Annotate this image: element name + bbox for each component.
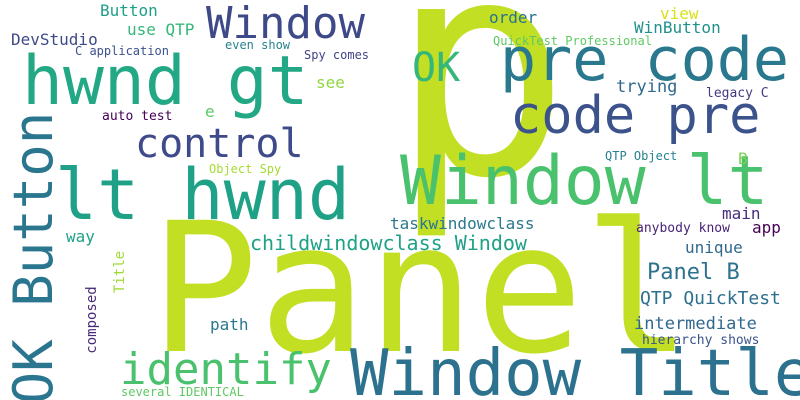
word-way: way bbox=[66, 227, 95, 246]
word-control: control bbox=[135, 121, 304, 167]
word-ok-button: OK Button bbox=[2, 111, 65, 400]
word-legacy-c: legacy C bbox=[706, 86, 769, 101]
word-b: B bbox=[738, 149, 748, 168]
word-window-lt: Window lt bbox=[400, 142, 769, 221]
word-unique: unique bbox=[685, 238, 743, 257]
word-panel: Panel bbox=[150, 185, 692, 394]
word-view: view bbox=[660, 4, 699, 23]
word-code-pre: code pre bbox=[510, 86, 761, 146]
word-pre-code: pre code bbox=[500, 25, 789, 95]
word-p: p bbox=[390, 0, 571, 244]
word-anybody-know: anybody know bbox=[636, 221, 730, 236]
word-title: Title bbox=[112, 250, 128, 294]
word-object-spy: Object Spy bbox=[209, 162, 282, 176]
word-qtp-object: QTP Object bbox=[605, 149, 678, 163]
word-c-application: C application bbox=[75, 44, 169, 58]
word-main: main bbox=[722, 204, 761, 223]
word-ok: OK bbox=[412, 45, 461, 91]
word-spy-comes: Spy comes bbox=[304, 48, 370, 62]
word-window: Window bbox=[206, 0, 365, 49]
word-see: see bbox=[316, 73, 345, 92]
word-qtp-quicktest: QTP QuickTest bbox=[640, 288, 781, 309]
word-devstudio: DevStudio bbox=[11, 30, 98, 49]
word-hwnd-gt: hwnd gt bbox=[22, 42, 309, 121]
word-app: app bbox=[752, 218, 781, 237]
word-intermediate: intermediate bbox=[634, 314, 757, 334]
word-several-identical: several IDENTICAL bbox=[121, 385, 244, 399]
word-childwindowclass-window: childwindowclass Window bbox=[250, 231, 527, 255]
word-use-qtp: use QTP bbox=[127, 20, 195, 39]
word-composed: composed bbox=[84, 286, 100, 354]
word-quicktest-professional: QuickTest Professional bbox=[493, 34, 652, 48]
word-taskwindowclass: taskwindowclass bbox=[390, 214, 535, 233]
word-lt-hwnd: lt hwnd bbox=[55, 154, 351, 236]
word-button: Button bbox=[100, 1, 158, 20]
word-panel-b: Panel B bbox=[647, 260, 740, 285]
word-order: order bbox=[489, 8, 538, 27]
word-e: e bbox=[205, 102, 215, 121]
word-winbutton: WinButton bbox=[634, 18, 721, 37]
word-path: path bbox=[210, 315, 249, 334]
word-hierarchy-shows: hierarchy shows bbox=[642, 333, 760, 348]
word-identify: identify bbox=[120, 344, 332, 395]
word-window-title: Window Title bbox=[350, 337, 800, 400]
word-even-show: even show bbox=[225, 38, 291, 52]
word-auto-test: auto test bbox=[102, 109, 173, 124]
word-trying: trying bbox=[616, 77, 678, 97]
